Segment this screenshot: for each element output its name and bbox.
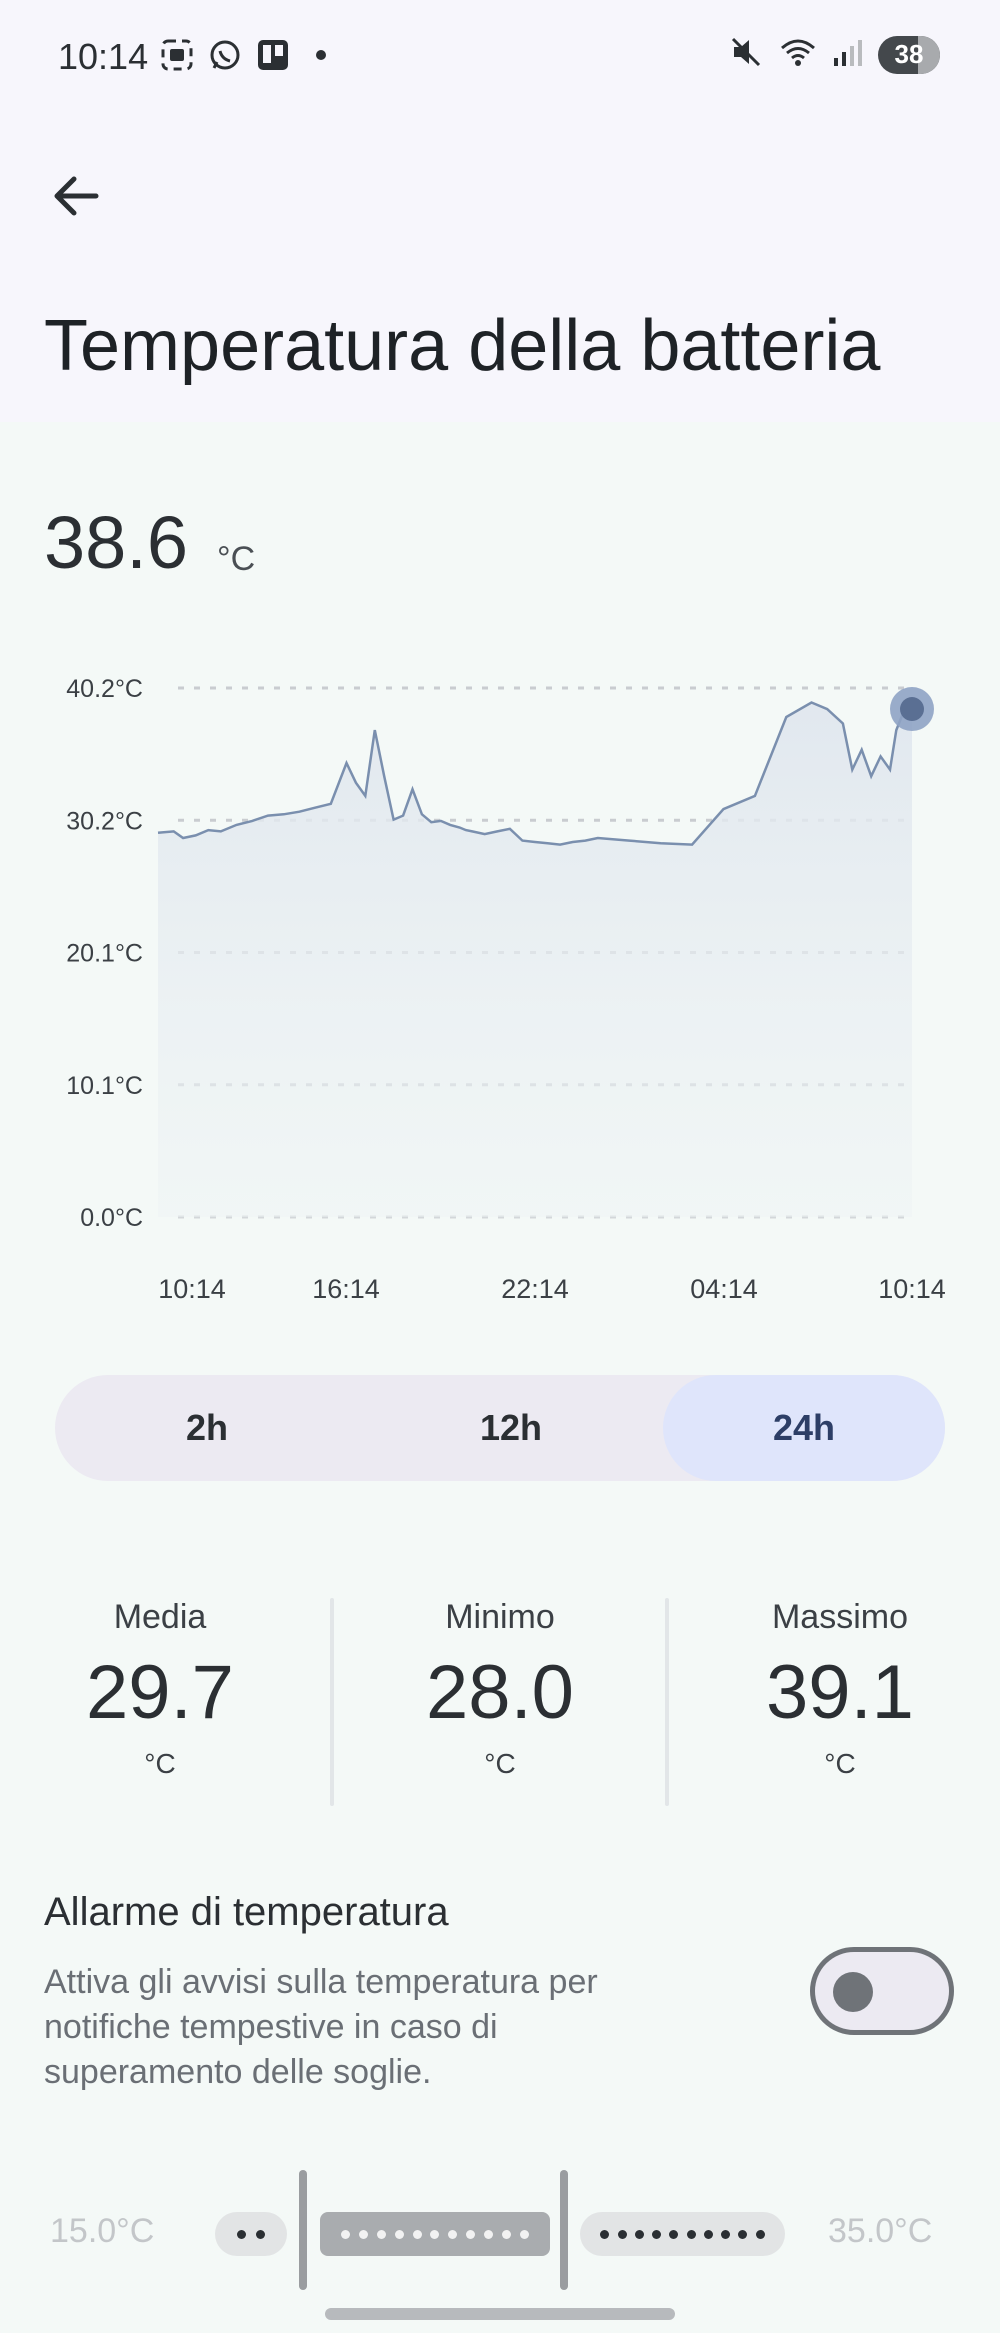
chart-area: [158, 702, 912, 1217]
threshold-max-label: 35.0°C: [828, 2212, 933, 2250]
x-tick-label: 22:14: [501, 1274, 569, 1304]
threshold-min-handle[interactable]: [299, 2170, 307, 2290]
arrow-left-icon: [54, 176, 99, 216]
stat-media: Media 29.7 °C: [10, 1598, 310, 1780]
stat-massimo-unit: °C: [824, 1748, 856, 1779]
signal-icon: [832, 34, 864, 75]
whatsapp-icon: [208, 38, 242, 77]
tab-24h[interactable]: 24h: [663, 1375, 945, 1481]
stat-divider: [330, 1598, 334, 1806]
stat-minimo-label: Minimo: [445, 1598, 555, 1636]
temperature-stats: Media 29.7 °C Minimo 28.0 °C Massimo 39.…: [0, 1598, 1000, 1808]
alarm-title: Allarme di temperatura: [44, 1890, 449, 1934]
chart-y-ticks: 40.2°C 30.2°C 20.1°C 10.1°C 0.0°C: [66, 675, 143, 1232]
y-tick-label: 0.0°C: [80, 1204, 143, 1232]
gesture-nav-bar[interactable]: [325, 2308, 675, 2320]
slider-segment-range: [320, 2212, 550, 2256]
alarm-toggle[interactable]: [810, 1947, 954, 2035]
current-temperature-unit: °C: [217, 540, 256, 578]
stat-minimo-unit: °C: [484, 1748, 516, 1779]
slider-segment-high: [580, 2212, 785, 2256]
mute-icon: [728, 34, 764, 75]
chart-series-line: [157, 701, 913, 846]
x-tick-label: 10:14: [878, 1274, 946, 1304]
temperature-chart: 40.2°C 30.2°C 20.1°C 10.1°C 0.0°C 10:14 16:14…: [66, 675, 946, 1304]
x-tick-label: 10:14: [158, 1274, 226, 1304]
stat-minimo-value: 28.0: [426, 1650, 574, 1735]
toggle-knob: [833, 1972, 873, 2012]
x-tick-label: 04:14: [690, 1274, 758, 1304]
time-range-selector: 2h 12h 24h: [55, 1375, 945, 1481]
tab-12h[interactable]: 12h: [479, 1407, 543, 1448]
y-tick-label: 10.1°C: [66, 1072, 143, 1100]
battery-indicator: 38: [878, 35, 940, 74]
stat-divider: [665, 1598, 669, 1806]
trello-icon: [256, 38, 290, 77]
x-tick-label: 16:14: [312, 1274, 380, 1304]
threshold-max-handle[interactable]: [560, 2170, 568, 2290]
y-tick-label: 40.2°C: [66, 675, 143, 703]
status-time: 10:14: [58, 36, 149, 77]
threshold-min-label: 15.0°C: [50, 2212, 155, 2250]
y-tick-label: 20.1°C: [66, 940, 143, 968]
page-title: Temperatura della batteria: [44, 306, 881, 386]
stat-minimo: Minimo 28.0 °C: [350, 1598, 650, 1780]
y-tick-label: 30.2°C: [66, 807, 143, 835]
back-button[interactable]: [44, 164, 108, 228]
alarm-description: Attiva gli avvisi sulla temperatura per …: [44, 1963, 598, 2091]
stat-massimo-label: Massimo: [771, 1598, 909, 1636]
status-icons-left: [160, 38, 338, 77]
chart-current-point[interactable]: [900, 697, 924, 722]
threshold-slider-track: [215, 2212, 785, 2256]
notification-dot-icon: [304, 38, 338, 77]
stat-media-value: 29.7: [86, 1650, 234, 1735]
status-icons-right: 38: [728, 34, 940, 75]
current-temperature-value: 38.6: [44, 501, 189, 584]
slider-segment-low: [215, 2212, 287, 2256]
stat-massimo-value: 39.1: [766, 1650, 914, 1735]
stat-media-unit: °C: [144, 1748, 176, 1779]
tab-2h[interactable]: 2h: [185, 1407, 228, 1448]
wifi-icon: [778, 34, 818, 75]
stat-media-label: Media: [113, 1598, 207, 1636]
screenshot-icon: [160, 38, 194, 77]
chart-x-ticks: 10:14 16:14 22:14 04:14 10:14: [158, 1274, 946, 1304]
stat-massimo: Massimo 39.1 °C: [690, 1598, 990, 1780]
